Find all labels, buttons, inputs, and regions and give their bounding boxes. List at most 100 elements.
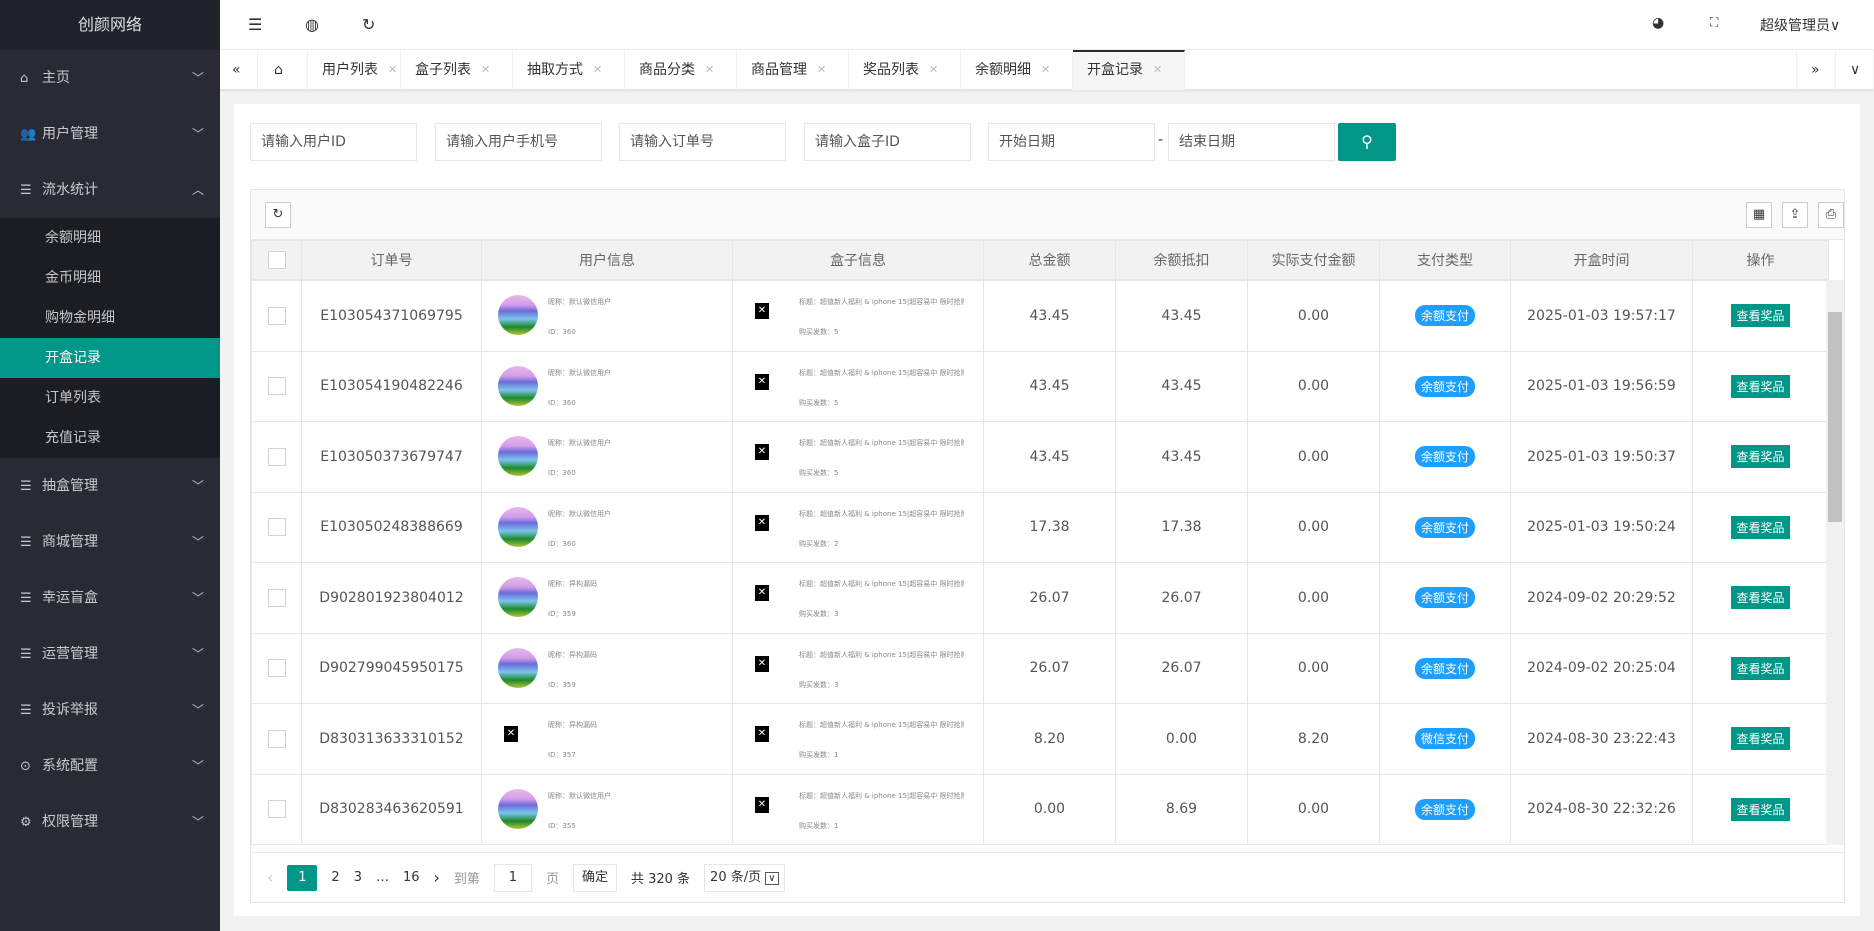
row-checkbox[interactable] <box>251 703 302 775</box>
view-prizes-button[interactable]: 查看奖品 <box>1731 515 1790 539</box>
user-id: ID：360 <box>548 398 576 407</box>
home-tab-icon[interactable]: ⌂ <box>258 50 308 90</box>
purchase-count: 购买发数：5 <box>799 328 839 336</box>
sidebar-item[interactable]: 👥 用户管理 ﹀ <box>0 106 220 162</box>
search-button[interactable]: ⚲ <box>1338 123 1396 161</box>
globe-icon[interactable]: ◍ <box>305 15 319 34</box>
sidebar-item[interactable]: ☰ 商城管理 ﹀ <box>0 514 220 570</box>
tab-label: 盒子列表 <box>415 62 471 78</box>
box-id-input[interactable]: 请输入盒子ID <box>804 123 971 161</box>
page-3-button[interactable]: 3 <box>353 870 362 885</box>
phone-input[interactable]: 请输入用户手机号 <box>435 123 602 161</box>
tabs-menu-icon[interactable]: ∨ <box>1836 50 1874 90</box>
user-id-input[interactable]: 请输入用户ID <box>250 123 417 161</box>
page-2-button[interactable]: 2 <box>331 870 340 885</box>
print-icon[interactable]: ⎙ <box>1818 202 1844 228</box>
refresh-icon[interactable]: ↻ <box>362 15 376 34</box>
submenu-item[interactable]: 订单列表 <box>45 390 101 406</box>
submenu-item[interactable]: 购物金明细 <box>45 310 115 326</box>
close-icon[interactable]: ✕ <box>817 63 827 76</box>
tab[interactable]: 抽取方式 ✕ <box>513 50 625 90</box>
sidebar-item[interactable]: ⚙ 权限管理 ﹀ <box>0 794 220 850</box>
submenu-item[interactable]: 开盒记录 <box>0 338 220 378</box>
next-page-button[interactable]: › <box>433 868 440 887</box>
close-icon[interactable]: ✕ <box>481 63 491 76</box>
sidebar-item[interactable]: ☰ 投诉举报 ﹀ <box>0 682 220 738</box>
sidebar-item[interactable]: ☰ 运营管理 ﹀ <box>0 626 220 682</box>
user-id: ID：357 <box>548 751 576 759</box>
chevron-icon: ﹀ <box>191 127 204 141</box>
start-date-input[interactable]: 开始日期 <box>988 123 1155 161</box>
total-amount: 0.00 <box>983 773 1116 845</box>
row-checkbox[interactable] <box>251 491 302 563</box>
page-size-select[interactable]: 20 条/页 ∨ <box>704 863 785 892</box>
avatar <box>498 788 538 829</box>
menu-toggle-icon[interactable]: ☰ <box>248 15 263 34</box>
tab[interactable]: 奖品列表 ✕ <box>849 50 961 90</box>
column-header: 订单号 <box>301 240 482 280</box>
close-icon[interactable]: ✕ <box>705 63 715 76</box>
tabs-scroll-right-icon[interactable]: » <box>1796 50 1836 90</box>
prev-page-button[interactable]: ‹ <box>267 868 274 887</box>
confirm-button[interactable]: 确定 <box>572 863 617 892</box>
tab-bar: « ⌂ 用户列表 ✕ 盒子列表 ✕ 抽取方式 ✕ 商品分类 ✕ 商品管理 ✕ 奖品列表 ✕ 余额明细 ✕ 开… <box>220 50 1874 90</box>
scrollbar[interactable] <box>1826 280 1844 845</box>
close-icon[interactable]: ✕ <box>929 63 939 76</box>
sidebar-item[interactable]: ☰ 幸运盲盒 ﹀ <box>0 570 220 626</box>
scrollbar-thumb[interactable] <box>1828 312 1842 522</box>
page-16-button[interactable]: 16 <box>402 870 420 885</box>
actions: 查看奖品 <box>1692 632 1829 704</box>
sidebar-item-label: 权限管理 <box>42 814 98 830</box>
columns-icon[interactable]: ▦ <box>1746 202 1772 228</box>
goto-page-input[interactable]: 1 <box>493 863 532 892</box>
close-icon[interactable]: ✕ <box>1041 63 1051 76</box>
table-row: E103050373679747 昵称：默认微信用户 ID：360 ✕ 标题：超值新… <box>251 421 1829 493</box>
tab[interactable]: 开盒记录 ✕ <box>1073 50 1185 90</box>
view-prizes-button[interactable]: 查看奖品 <box>1731 727 1790 751</box>
row-checkbox[interactable] <box>251 773 302 845</box>
tab[interactable]: 商品分类 ✕ <box>625 50 737 90</box>
paid-amount: 0.00 <box>1247 280 1380 352</box>
row-checkbox[interactable] <box>251 350 302 422</box>
close-icon[interactable]: ✕ <box>1153 63 1163 76</box>
submenu-item[interactable]: 余额明细 <box>45 230 101 246</box>
balance-deduction: 8.69 <box>1115 773 1248 845</box>
user-menu[interactable]: 超级管理员∨ <box>1760 15 1840 35</box>
tab[interactable]: 商品管理 ✕ <box>737 50 849 90</box>
balance-deduction: 26.07 <box>1115 632 1248 704</box>
tab[interactable]: 盒子列表 ✕ <box>401 50 513 90</box>
select-all-checkbox[interactable] <box>251 240 302 280</box>
row-checkbox[interactable] <box>251 421 302 493</box>
submenu-item[interactable]: 充值记录 <box>45 430 101 446</box>
sidebar-item[interactable]: ⊙ 系统配置 ﹀ <box>0 738 220 794</box>
sidebar-item[interactable]: ⌂ 主页 ﹀ <box>0 50 220 106</box>
view-prizes-button[interactable]: 查看奖品 <box>1731 304 1790 328</box>
view-prizes-button[interactable]: 查看奖品 <box>1731 445 1790 469</box>
total-amount: 26.07 <box>983 562 1116 634</box>
submenu-item[interactable]: 金币明细 <box>45 270 101 286</box>
tab[interactable]: 用户列表 ✕ <box>308 50 401 90</box>
tab[interactable]: 余额明细 ✕ <box>961 50 1073 90</box>
tabs-scroll-left-icon[interactable]: « <box>220 50 258 90</box>
page-1-button[interactable]: 1 <box>287 864 318 891</box>
sidebar-item[interactable]: ☰ 流水统计 ︿ <box>0 162 220 218</box>
export-icon[interactable]: ⇪ <box>1782 202 1808 228</box>
order-input[interactable]: 请输入订单号 <box>619 123 786 161</box>
theme-icon[interactable]: ◕ <box>1652 15 1665 31</box>
row-checkbox[interactable] <box>251 562 302 634</box>
row-checkbox[interactable] <box>251 280 302 352</box>
end-date-input[interactable]: 结束日期 <box>1168 123 1335 161</box>
refresh-table-icon[interactable]: ↻ <box>265 202 291 228</box>
row-checkbox[interactable] <box>251 632 302 704</box>
box-title: 标题：超值新人福利 & iphone 15|超容易中 限时抢购| <box>799 298 964 306</box>
close-icon[interactable]: ✕ <box>388 63 398 76</box>
view-prizes-button[interactable]: 查看奖品 <box>1731 797 1790 821</box>
fullscreen-icon[interactable]: ⛶ <box>1710 15 1719 29</box>
view-prizes-button[interactable]: 查看奖品 <box>1731 374 1790 398</box>
sidebar-item[interactable]: ☰ 抽盒管理 ﹀ <box>0 458 220 514</box>
total-amount: 8.20 <box>983 703 1116 775</box>
list-icon: ☰ <box>20 591 32 606</box>
view-prizes-button[interactable]: 查看奖品 <box>1731 656 1790 680</box>
view-prizes-button[interactable]: 查看奖品 <box>1731 586 1790 610</box>
close-icon[interactable]: ✕ <box>593 63 603 76</box>
